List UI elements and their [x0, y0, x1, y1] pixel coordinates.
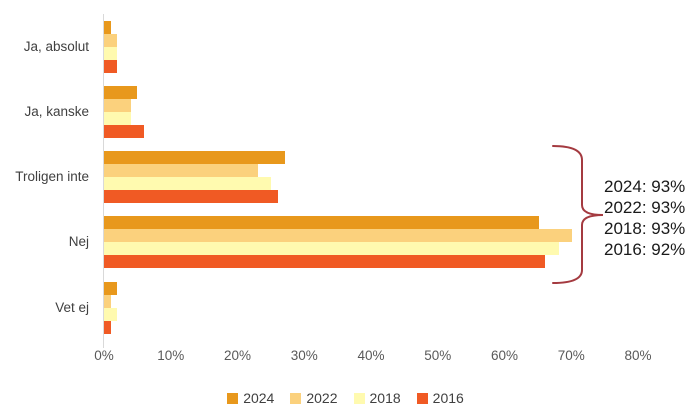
category-label-vet-ej: Vet ej — [55, 300, 89, 315]
curly-brace-path — [552, 145, 604, 284]
bar-vet-ej-2018 — [104, 308, 118, 321]
bar-ja-absolut-2018 — [104, 47, 118, 60]
legend-item-2024: 2024 — [227, 390, 274, 406]
annotation: 2024: 93% 2022: 93% 2018: 93% 2016: 92% — [604, 176, 685, 260]
legend-label-2018: 2018 — [369, 390, 401, 406]
category-label-ja-kanske: Ja, kanske — [24, 104, 89, 119]
x-tick-40: 40% — [357, 348, 385, 363]
category-axis-line — [103, 14, 104, 348]
bar-ja-kanske-2018 — [104, 112, 131, 125]
x-tick-20: 20% — [223, 348, 252, 363]
category-label-troligen-inte: Troligen inte — [15, 169, 89, 184]
x-tick-30: 30% — [290, 348, 318, 363]
bar-ja-absolut-2016 — [104, 60, 118, 73]
legend-swatch-2018 — [353, 392, 365, 404]
legend-label-2016: 2016 — [432, 390, 464, 406]
bar-troligen-inte-2022 — [104, 164, 258, 177]
annotation-line-2018: 2018: 93% — [604, 219, 686, 238]
annotation-line-2024: 2024: 93% — [604, 177, 686, 196]
x-tick-50: 50% — [424, 348, 452, 363]
bar-nej-2016 — [104, 255, 546, 268]
bar-ja-kanske-2022 — [104, 99, 131, 112]
bar-troligen-inte-2018 — [104, 177, 272, 190]
bar-vet-ej-2022 — [104, 295, 111, 308]
bar-vet-ej-2016 — [104, 321, 111, 334]
x-tick-60: 60% — [490, 348, 519, 363]
legend-item-2022: 2022 — [290, 390, 338, 406]
bar-nej-2022 — [104, 229, 573, 242]
bar-vet-ej-2024 — [104, 282, 118, 295]
x-tick-70: 70% — [557, 348, 585, 363]
legend: 2024 2022 2018 2016 — [0, 390, 691, 406]
x-tick-10: 10% — [157, 348, 185, 363]
legend-label-2024: 2024 — [243, 390, 275, 406]
bar-ja-absolut-2024 — [104, 21, 111, 34]
curly-brace — [552, 145, 604, 284]
legend-label-2022: 2022 — [306, 390, 338, 406]
bar-troligen-inte-2024 — [104, 151, 285, 164]
x-tick-0: 0% — [94, 348, 114, 363]
bar-nej-2024 — [104, 216, 539, 229]
legend-swatch-2024 — [227, 392, 239, 404]
bar-troligen-inte-2016 — [104, 190, 278, 203]
bar-ja-absolut-2022 — [104, 34, 118, 47]
legend-item-2016: 2016 — [416, 390, 464, 406]
legend-item-2018: 2018 — [353, 390, 401, 406]
bar-ja-kanske-2016 — [104, 125, 145, 138]
category-label-ja-absolut: Ja, absolut — [23, 39, 89, 54]
category-label-nej: Nej — [68, 234, 89, 249]
bar-nej-2018 — [104, 242, 559, 255]
bar-ja-kanske-2024 — [104, 86, 138, 99]
legend-swatch-2022 — [290, 392, 302, 404]
annotation-line-2016: 2016: 92% — [604, 240, 686, 259]
annotation-line-2022: 2022: 93% — [604, 198, 686, 217]
legend-swatch-2016 — [416, 392, 428, 404]
x-tick-80: 80% — [624, 348, 652, 363]
